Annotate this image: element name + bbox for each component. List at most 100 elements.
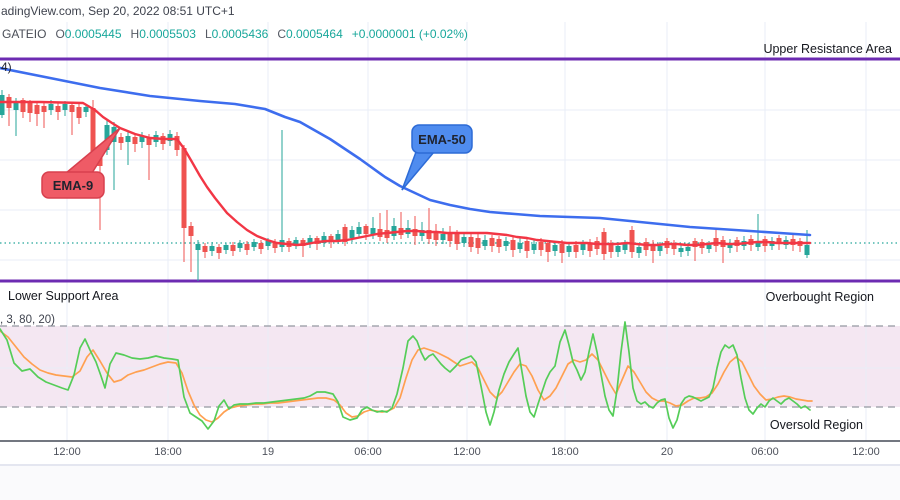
candle-body[interactable]	[412, 229, 418, 236]
candle-body[interactable]	[335, 234, 341, 240]
ema50-callout-pointer[interactable]	[401, 151, 436, 191]
candle-body[interactable]	[195, 244, 201, 250]
candle-body[interactable]	[237, 243, 243, 248]
ema50-line[interactable]	[0, 66, 812, 237]
candle-body[interactable]	[328, 236, 334, 242]
stoch-d-line[interactable]	[0, 330, 813, 423]
candle-body[interactable]	[426, 230, 432, 239]
candle-body[interactable]	[363, 226, 369, 234]
candle-body[interactable]	[118, 137, 124, 143]
candle-body[interactable]	[349, 230, 355, 238]
candle-body[interactable]	[496, 239, 502, 247]
candle-body[interactable]	[755, 242, 761, 247]
candle-body[interactable]	[34, 105, 40, 114]
candle-body[interactable]	[468, 237, 474, 247]
candle-body[interactable]	[216, 247, 222, 253]
candle-body[interactable]	[391, 226, 397, 236]
candle-body[interactable]	[174, 136, 180, 150]
candle-body[interactable]	[223, 245, 229, 250]
candle-body[interactable]	[83, 107, 89, 112]
candle-body[interactable]	[139, 136, 145, 142]
candle-body[interactable]	[90, 108, 96, 160]
overbought-region-label: Overbought Region	[765, 290, 874, 304]
candle-body[interactable]	[132, 137, 138, 144]
candle-body[interactable]	[706, 245, 712, 249]
candle-body[interactable]	[580, 244, 586, 250]
candle-body[interactable]	[433, 232, 439, 240]
candle-body[interactable]	[650, 244, 656, 251]
candle-body[interactable]	[804, 245, 810, 255]
candle-body[interactable]	[636, 247, 642, 253]
candle-body[interactable]	[188, 226, 194, 236]
candle-body[interactable]	[251, 242, 257, 247]
time-axis[interactable]: 12:00 18:00 19 06:00 12:00 18:00 20 06:00 12:00	[0, 444, 900, 464]
candle-body[interactable]	[657, 246, 663, 251]
candle-body[interactable]	[27, 103, 33, 113]
ema9-callout-bubble[interactable]	[41, 171, 105, 199]
candle-body[interactable]	[41, 106, 47, 112]
candle-body[interactable]	[531, 244, 537, 250]
candle-body[interactable]	[104, 125, 110, 150]
candle-body[interactable]	[76, 107, 82, 118]
candle-body[interactable]	[671, 243, 677, 249]
candle-body[interactable]	[776, 238, 782, 244]
candle-body[interactable]	[146, 137, 152, 145]
candle-body[interactable]	[307, 238, 313, 244]
candle-body[interactable]	[727, 243, 733, 248]
ema50-callout-label[interactable]: EMA-50	[418, 131, 466, 147]
candle-body[interactable]	[545, 243, 551, 252]
candle-body[interactable]	[202, 246, 208, 252]
candle-body[interactable]	[62, 104, 68, 110]
candle-body[interactable]	[475, 238, 481, 248]
candle-body[interactable]	[125, 136, 131, 142]
candle-body[interactable]	[559, 244, 565, 253]
candle-body[interactable]	[573, 245, 579, 252]
candle-body[interactable]	[454, 234, 460, 244]
candle-body[interactable]	[0, 95, 5, 115]
candle-body[interactable]	[356, 227, 362, 234]
candle-body[interactable]	[265, 241, 271, 246]
candle-body[interactable]	[13, 101, 19, 110]
candle-body[interactable]	[258, 243, 264, 249]
candle-body[interactable]	[524, 241, 530, 251]
candle-body[interactable]	[55, 106, 61, 112]
candle-body[interactable]	[629, 230, 635, 252]
candle-body[interactable]	[419, 230, 425, 236]
candle-body[interactable]	[538, 242, 544, 250]
candle-body[interactable]	[678, 248, 684, 252]
candle-body[interactable]	[230, 245, 236, 251]
candle-body[interactable]	[20, 100, 26, 112]
candle-body[interactable]	[615, 246, 621, 252]
candle-body[interactable]	[370, 228, 376, 235]
candle-body[interactable]	[272, 242, 278, 248]
candle-body[interactable]	[608, 244, 614, 252]
candle-body[interactable]	[244, 244, 250, 250]
candle-body[interactable]	[440, 234, 446, 240]
candle-body[interactable]	[622, 244, 628, 250]
candle-body[interactable]	[489, 238, 495, 246]
ema9-callout-label[interactable]: EMA-9	[52, 177, 94, 193]
candle-body[interactable]	[587, 243, 593, 251]
candle-body[interactable]	[48, 104, 54, 110]
candle-body[interactable]	[503, 241, 509, 246]
candle-body[interactable]	[685, 247, 691, 251]
candle-body[interactable]	[447, 232, 453, 241]
stoch-k-line[interactable]	[0, 321, 811, 430]
candle-body[interactable]	[566, 246, 572, 252]
candle-body[interactable]	[209, 246, 215, 251]
candle-body[interactable]	[321, 236, 327, 243]
candle-body[interactable]	[461, 237, 467, 243]
candle-body[interactable]	[342, 227, 348, 242]
candle-body[interactable]	[482, 240, 488, 246]
candle-body[interactable]	[69, 105, 75, 112]
candle-body[interactable]	[293, 240, 299, 245]
ema9-line[interactable]	[0, 100, 812, 247]
candle-body[interactable]	[552, 245, 558, 251]
candle-body[interactable]	[300, 240, 306, 246]
ema50-callout-bubble[interactable]	[411, 124, 473, 154]
candle-body[interactable]	[510, 240, 516, 250]
candle-body[interactable]	[181, 148, 187, 228]
candle-body[interactable]	[167, 134, 173, 141]
candle-body[interactable]	[517, 243, 523, 249]
